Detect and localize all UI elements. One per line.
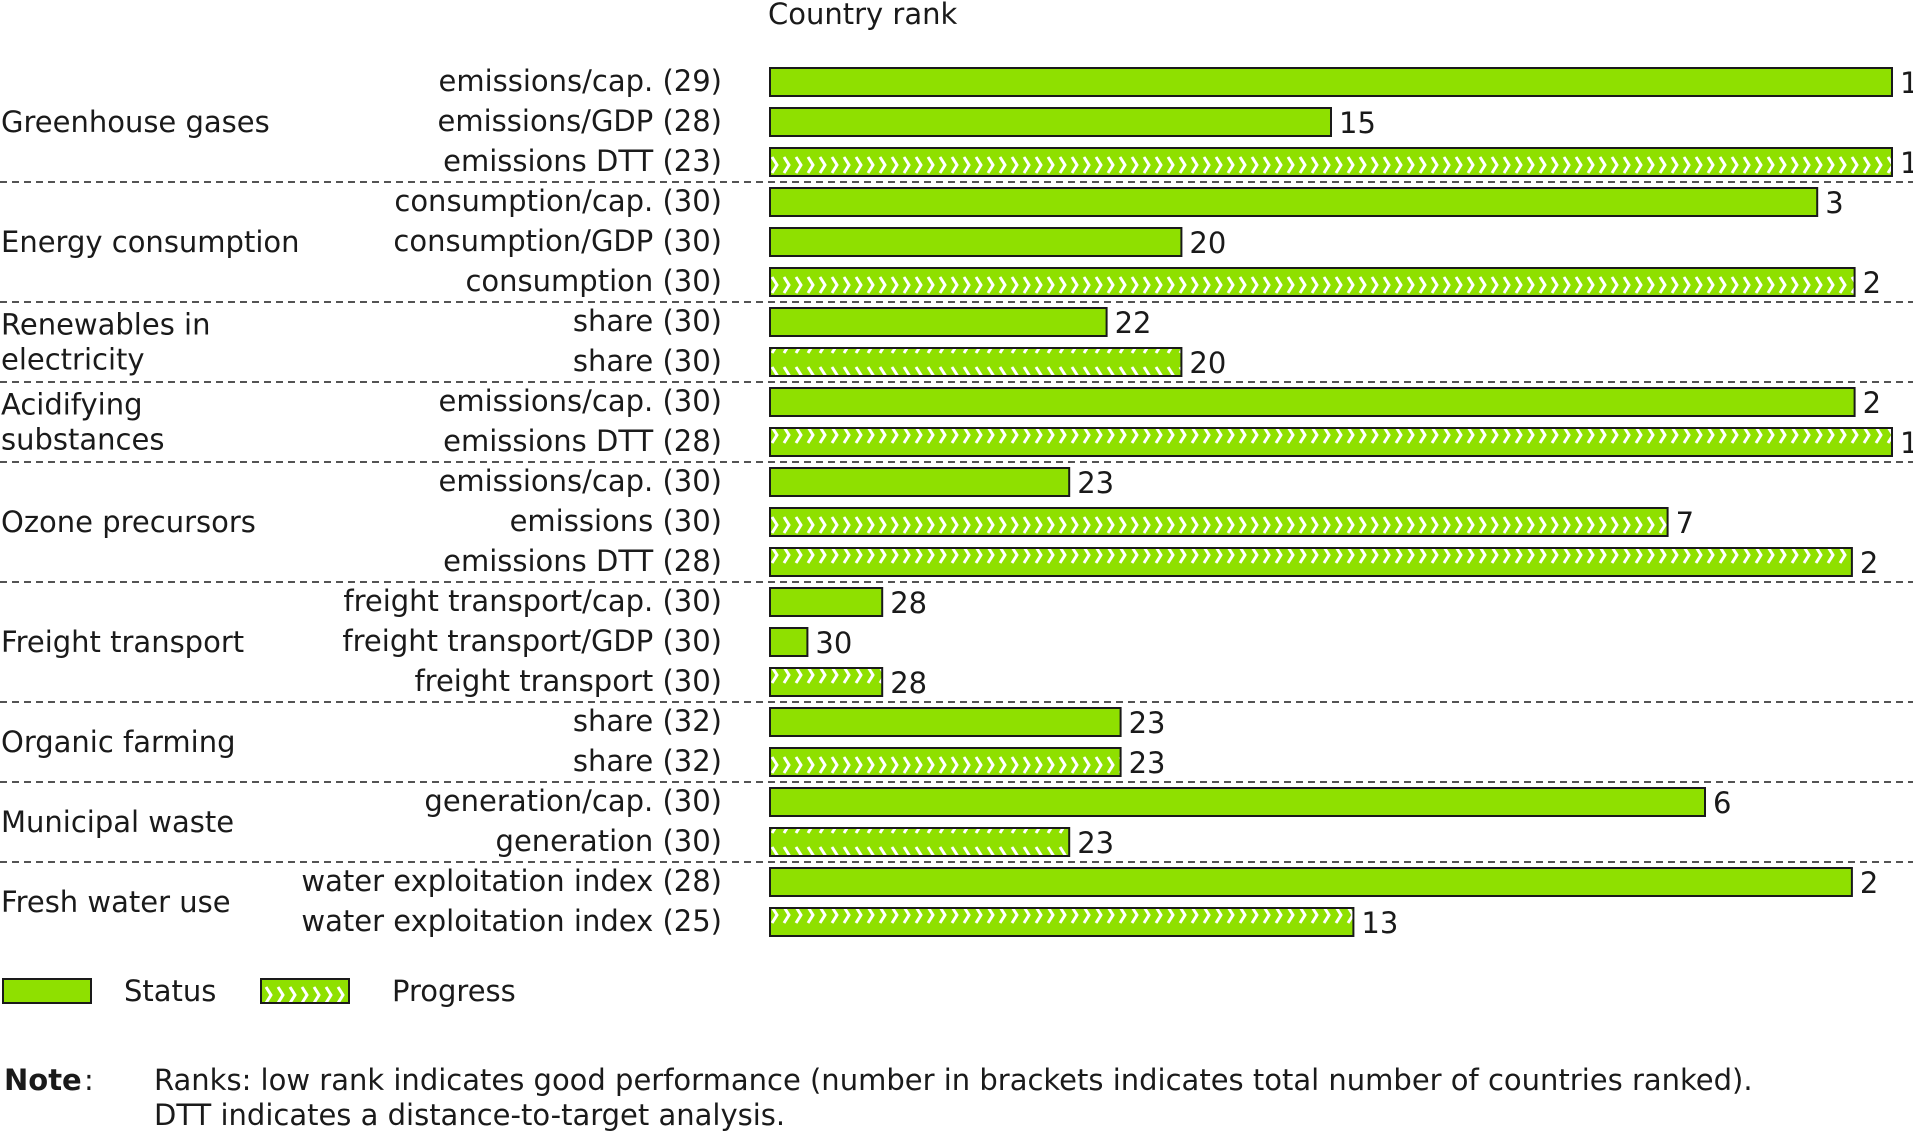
status-bar <box>769 867 1853 897</box>
progress-bar <box>769 147 1893 177</box>
rank-label: 7 <box>1676 506 1694 540</box>
status-bar <box>769 707 1122 737</box>
rank-label: 28 <box>890 586 927 620</box>
rank-label: 2 <box>1863 266 1881 300</box>
progress-bar <box>769 667 884 697</box>
rank-label: 23 <box>1129 706 1166 740</box>
status-bar <box>769 227 1183 257</box>
rank-label: 20 <box>1189 226 1226 260</box>
group-label: Greenhouse gases <box>1 105 270 139</box>
rank-label: 1 <box>1900 146 1913 180</box>
rank-label: 6 <box>1713 786 1731 820</box>
rank-label: 23 <box>1077 466 1114 500</box>
row-label: emissions DTT (23) <box>443 144 722 178</box>
rank-label: 20 <box>1189 346 1226 380</box>
progress-bar <box>769 747 1122 777</box>
note-label: Note <box>4 1063 82 1097</box>
rank-label: 13 <box>1361 906 1398 940</box>
row-label: consumption/cap. (30) <box>394 184 722 218</box>
row-label: emissions/GDP (28) <box>438 104 722 138</box>
legend-status-label: Status <box>124 974 217 1008</box>
row-label: emissions/cap. (29) <box>438 64 722 98</box>
rank-label: 28 <box>890 666 927 700</box>
status-bar <box>769 187 1819 217</box>
status-bar <box>769 107 1332 137</box>
rank-label: 2 <box>1860 546 1878 580</box>
row-label: freight transport/cap. (30) <box>343 584 722 618</box>
group-label: substances <box>1 423 164 457</box>
row-label: share (30) <box>573 344 722 378</box>
status-bar <box>769 307 1108 337</box>
status-bar <box>769 67 1893 97</box>
chart-title: Country rank <box>768 0 957 31</box>
group-label: Fresh water use <box>1 885 231 919</box>
chart-body: emissions/cap. (29) 1 emissions/GDP (28) 15… <box>0 64 1913 940</box>
note-line-2: DTT indicates a distance-to-target analy… <box>154 1098 786 1132</box>
row-label: share (32) <box>573 744 722 778</box>
status-bar <box>769 787 1706 817</box>
note-colon: : <box>84 1063 94 1097</box>
row-label: generation/cap. (30) <box>424 784 722 818</box>
legend-status-swatch <box>2 978 92 1004</box>
rank-label: 1 <box>1900 426 1913 460</box>
status-bar <box>769 387 1856 417</box>
rank-label: 3 <box>1825 186 1843 220</box>
legend-progress-chevrons <box>262 980 348 1002</box>
group-label: Freight transport <box>1 625 244 659</box>
status-bar <box>769 587 884 617</box>
group-label: Municipal waste <box>1 805 234 839</box>
group-label: Energy consumption <box>1 225 300 259</box>
progress-bar <box>769 347 1183 377</box>
group-label: electricity <box>1 343 145 377</box>
row-label: share (32) <box>573 704 722 738</box>
row-label: emissions DTT (28) <box>443 424 722 458</box>
row-label: share (30) <box>573 304 722 338</box>
status-bar <box>769 627 809 657</box>
status-bar <box>769 467 1071 497</box>
row-label: emissions/cap. (30) <box>438 384 722 418</box>
rank-label: 2 <box>1863 386 1881 420</box>
group-label: Organic farming <box>1 725 236 759</box>
row-label: emissions/cap. (30) <box>438 464 722 498</box>
row-label: water exploitation index (28) <box>301 864 722 898</box>
progress-bar <box>769 267 1856 297</box>
row-label: emissions DTT (28) <box>443 544 722 578</box>
rank-label: 22 <box>1115 306 1152 340</box>
progress-bar <box>769 827 1071 857</box>
row-label: freight transport/GDP (30) <box>342 624 722 658</box>
chart-svg: Country rank emissions/cap. (29) 1emissio… <box>0 0 1913 940</box>
progress-bar <box>769 547 1853 577</box>
rank-label: 23 <box>1129 746 1166 780</box>
progress-bar <box>769 507 1669 537</box>
group-label: Ozone precursors <box>1 505 256 539</box>
row-label: consumption (30) <box>465 264 722 298</box>
legend-progress-swatch <box>260 978 350 1004</box>
progress-bar <box>769 907 1355 937</box>
note-line-1: Ranks: low rank indicates good performan… <box>154 1063 1753 1097</box>
group-label: Renewables in <box>1 308 210 342</box>
legend-progress-label: Progress <box>392 974 516 1008</box>
row-label: freight transport (30) <box>414 664 722 698</box>
rank-label: 2 <box>1860 866 1878 900</box>
group-label: Acidifying <box>1 388 143 422</box>
row-label: generation (30) <box>496 824 722 858</box>
progress-bar <box>769 427 1893 457</box>
row-label: emissions (30) <box>510 504 722 538</box>
rank-label: 15 <box>1339 106 1376 140</box>
row-label: water exploitation index (25) <box>301 904 722 938</box>
rank-label: 30 <box>815 626 852 660</box>
row-label: consumption/GDP (30) <box>393 224 722 258</box>
rank-label: 23 <box>1077 826 1114 860</box>
rank-label: 1 <box>1900 66 1913 100</box>
